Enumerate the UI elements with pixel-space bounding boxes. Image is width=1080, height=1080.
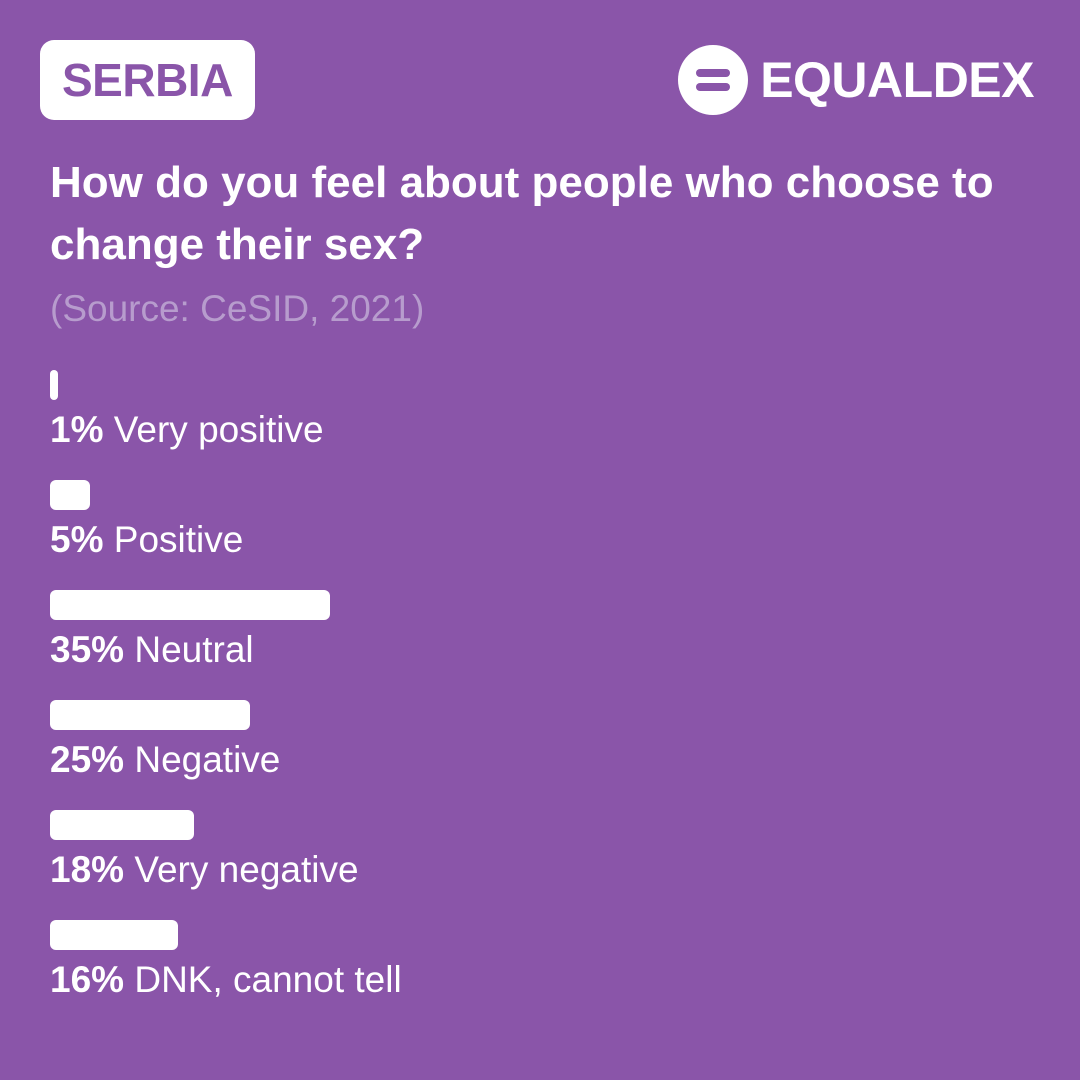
bar xyxy=(50,370,58,400)
category-label: Negative xyxy=(134,739,281,780)
bar-value-label: 25% xyxy=(50,739,125,780)
bar-value-label: 1% xyxy=(50,409,104,450)
category-label: DNK, cannot tell xyxy=(134,959,402,1000)
brand-logo: EQUALDEX xyxy=(678,45,1034,115)
bar xyxy=(50,810,194,840)
bar-row: 25% Negative xyxy=(50,700,1010,810)
bar-label: 35% Neutral xyxy=(50,628,254,672)
bar-row: 35% Neutral xyxy=(50,590,1010,700)
brand-name: EQUALDEX xyxy=(760,52,1034,108)
bar-label: 1% Very positive xyxy=(50,408,324,452)
bar xyxy=(50,480,90,510)
bar-value-label: 35% xyxy=(50,629,125,670)
category-label: Neutral xyxy=(134,629,254,670)
bar xyxy=(50,920,178,950)
bar-label: 18% Very negative xyxy=(50,848,359,892)
bar-label: 25% Negative xyxy=(50,738,280,782)
country-name: SERBIA xyxy=(62,54,233,106)
equals-circle-logo-icon xyxy=(678,45,749,115)
bar-row: 18% Very negative xyxy=(50,810,1010,920)
bar-row: 1% Very positive xyxy=(50,370,1010,480)
bar xyxy=(50,590,330,620)
category-label: Very positive xyxy=(113,409,324,450)
bar-value-label: 16% xyxy=(50,959,125,1000)
bar-value-label: 5% xyxy=(50,519,104,560)
bar-value-label: 18% xyxy=(50,849,125,890)
bar xyxy=(50,700,250,730)
bar-row: 5% Positive xyxy=(50,480,1010,590)
bar-row: 16% DNK, cannot tell xyxy=(50,920,1010,1030)
chart-source: (Source: CeSID, 2021) xyxy=(50,288,425,329)
country-badge: SERBIA xyxy=(40,40,255,120)
bar-label: 16% DNK, cannot tell xyxy=(50,958,402,1002)
category-label: Positive xyxy=(113,519,244,560)
chart-title: How do you feel about people who choose … xyxy=(50,158,994,269)
bar-label: 5% Positive xyxy=(50,518,243,562)
category-label: Very negative xyxy=(134,849,359,890)
